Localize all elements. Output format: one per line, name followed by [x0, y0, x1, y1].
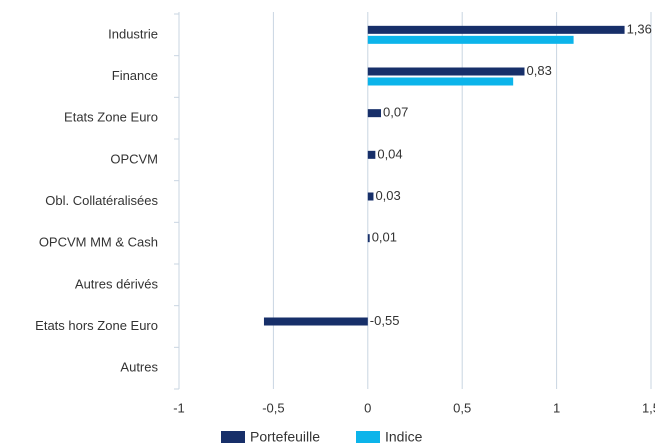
y-tick-label: Industrie	[108, 26, 158, 41]
y-tick-label: Etats Zone Euro	[64, 110, 158, 125]
bar	[367, 234, 370, 243]
x-tick-label: 1	[553, 400, 560, 415]
y-tick-label: OPCVM	[110, 151, 158, 166]
legend-swatch	[356, 431, 380, 443]
x-tick-label: -1	[173, 400, 185, 415]
y-tick-label: Etats hors Zone Euro	[35, 318, 158, 333]
x-tick-label: 0,5	[453, 400, 471, 415]
data-label: 0,83	[527, 63, 552, 78]
data-label: 0,03	[375, 188, 400, 203]
y-tick-label: Autres dérivés	[75, 276, 159, 291]
bar	[367, 77, 514, 86]
x-tick-label: 0	[364, 400, 371, 415]
x-tick-label: -0,5	[262, 400, 284, 415]
bar	[367, 25, 625, 34]
data-label: 1,36	[627, 21, 652, 36]
y-tick-label: Autres	[120, 360, 158, 375]
bar	[367, 192, 374, 201]
bar	[263, 317, 368, 326]
legend-swatch	[221, 431, 245, 443]
data-label: 0,07	[383, 105, 408, 120]
legend-label: Indice	[385, 429, 423, 445]
bar	[367, 150, 376, 159]
x-tick-label: 1,5	[642, 400, 655, 415]
bar	[367, 67, 525, 76]
bar	[367, 109, 382, 118]
data-label: 0,01	[372, 230, 397, 245]
y-tick-label: Finance	[112, 68, 158, 83]
data-label: 0,04	[377, 146, 402, 161]
data-label: -0,55	[370, 313, 400, 328]
legend-label: Portefeuille	[250, 429, 320, 445]
bar	[367, 35, 574, 44]
y-tick-label: OPCVM MM & Cash	[39, 235, 158, 250]
y-tick-label: Obl. Collatéralisées	[45, 193, 158, 208]
